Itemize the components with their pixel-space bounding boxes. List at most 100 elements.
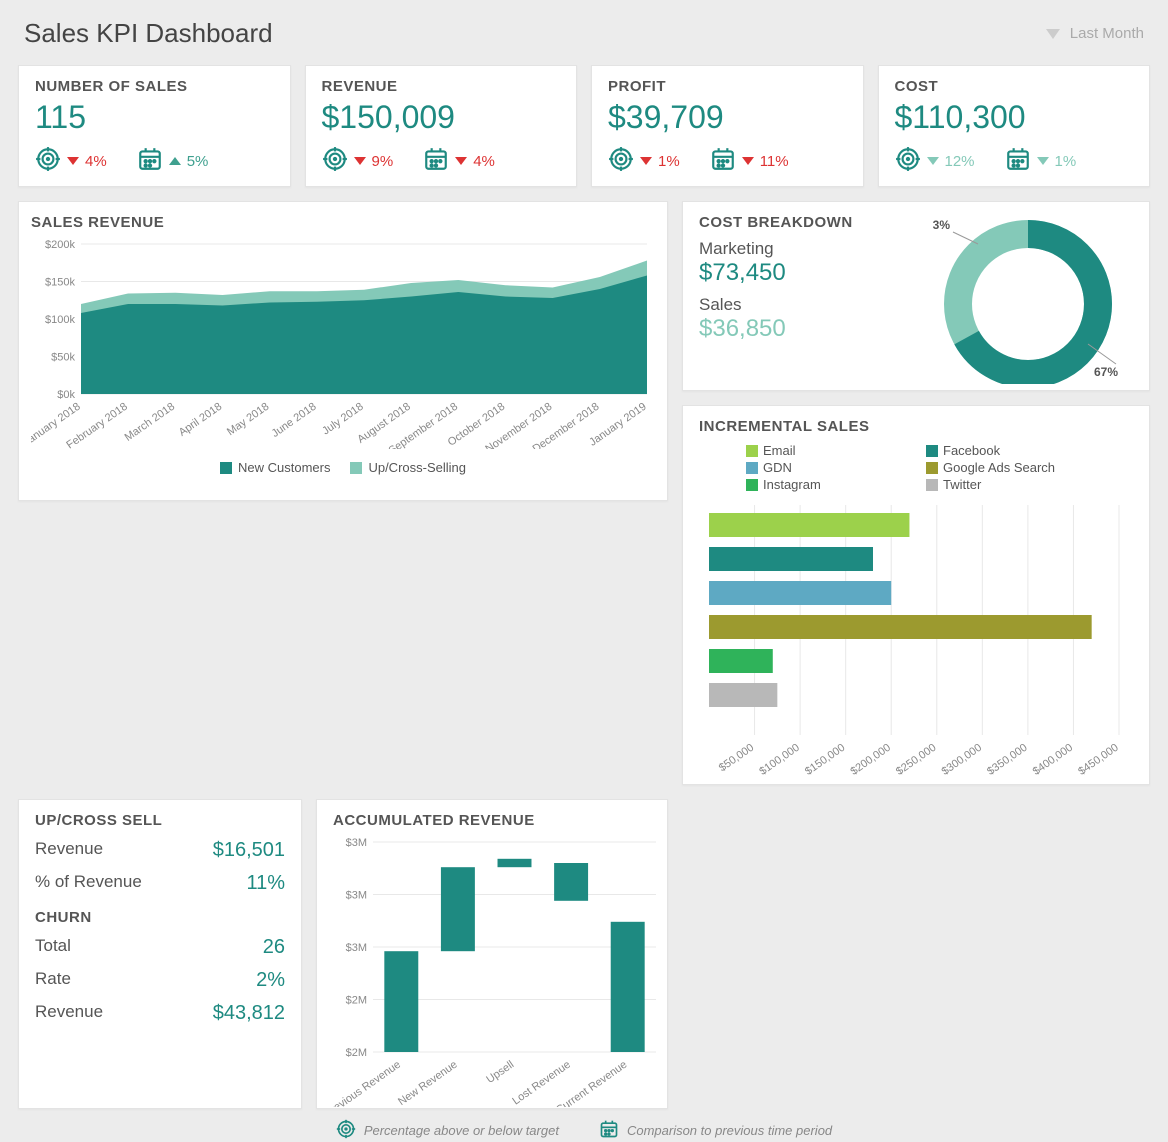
kpi-card: COST $110,300 12% 1% [878,65,1151,187]
sales-label: Sales [699,295,923,315]
accumulated-revenue-chart: $2M$2M$3M$3M$3MPrevious RevenueNew Reven… [333,837,661,1107]
calendar-icon [599,1119,619,1142]
svg-text:April 2018: April 2018 [177,401,224,439]
target-delta: 9% [322,146,394,176]
svg-text:$200,000: $200,000 [848,742,892,778]
arrow-icon [1037,157,1049,165]
kpi-value: $39,709 [608,99,847,136]
target-delta: 1% [608,146,680,176]
delta-text: 4% [473,153,495,170]
kpi-value: $110,300 [895,99,1134,136]
calendar-icon [710,146,736,176]
target-icon [895,146,921,176]
period-delta: 1% [1005,146,1077,176]
sales-revenue-chart: $0k$50k$100k$150k$200kJanuary 2018Februa… [31,239,657,449]
arrow-icon [169,157,181,165]
svg-text:33%: 33% [933,218,950,232]
kpi-value: 115 [35,99,274,136]
legend-item: GDN [746,460,906,475]
marketing-value: $73,450 [699,259,923,287]
incremental-sales-card: INCREMENTAL SALES Email Facebook GDN Google… [682,405,1150,785]
kpi-title: COST [895,78,1134,95]
sales-revenue-card: SALES REVENUE $0k$50k$100k$150k$200kJanu… [18,201,668,501]
period-selector[interactable]: Last Month [1046,25,1144,42]
target-delta: 12% [895,146,975,176]
svg-text:$50,000: $50,000 [717,742,756,775]
kpi-title: NUMBER OF SALES [35,78,274,95]
cost-breakdown-donut: 33% 67% [933,214,1133,384]
kpi-title: REVENUE [322,78,561,95]
cost-breakdown-card: COST BREAKDOWN Marketing $73,450 Sales $… [682,201,1150,391]
svg-text:New Revenue: New Revenue [396,1059,459,1107]
svg-text:$0k: $0k [57,389,75,401]
legend-item: Google Ads Search [926,460,1086,475]
svg-text:$100,000: $100,000 [757,742,801,778]
svg-text:$3M: $3M [346,890,367,902]
legend-item: Twitter [926,477,1086,492]
calendar-icon [423,146,449,176]
svg-text:$100k: $100k [45,314,75,326]
label: Revenue [35,839,103,862]
legend-item: Instagram [746,477,906,492]
label: % of Revenue [35,872,142,895]
arrow-icon [927,157,939,165]
value: 11% [246,872,285,895]
svg-text:67%: 67% [1094,365,1118,379]
incremental-sales-chart: $50,000$100,000$150,000$200,000$250,000$… [699,500,1129,790]
card-title: ACCUMULATED REVENUE [333,812,651,829]
card-title: COST BREAKDOWN [699,214,923,231]
kpi-card: NUMBER OF SALES 115 4% 5% [18,65,291,187]
svg-text:May 2018: May 2018 [225,401,271,439]
kpi-title: PROFIT [608,78,847,95]
legend-item: Email [746,443,906,458]
arrow-icon [742,157,754,165]
page-title: Sales KPI Dashboard [24,18,273,49]
calendar-icon [137,146,163,176]
target-icon [608,146,634,176]
kpi-value: $150,009 [322,99,561,136]
label: Revenue [35,1002,103,1025]
svg-text:Upsell: Upsell [484,1059,516,1086]
svg-text:$2M: $2M [346,995,367,1007]
delta-text: 9% [372,153,394,170]
label: Rate [35,969,71,992]
kpi-card: REVENUE $150,009 9% 4% [305,65,578,187]
value: 26 [263,936,285,959]
marketing-label: Marketing [699,239,923,259]
period-label: Last Month [1070,25,1144,42]
footer-period-text: Comparison to previous time period [627,1123,832,1138]
card-title: INCREMENTAL SALES [699,418,1133,435]
delta-text: 11% [760,153,789,170]
svg-text:$150k: $150k [45,277,75,289]
delta-text: 4% [85,153,107,170]
arrow-icon [67,157,79,165]
svg-text:June 2018: June 2018 [270,401,319,440]
footer-legend: Percentage above or below target Compari… [18,1119,1150,1142]
svg-text:July 2018: July 2018 [320,401,365,438]
svg-text:$350,000: $350,000 [985,742,1029,778]
value: $43,812 [213,1002,285,1025]
svg-text:$3M: $3M [346,837,367,849]
target-delta: 4% [35,146,107,176]
kpi-card: PROFIT $39,709 1% 11% [591,65,864,187]
svg-text:$3M: $3M [346,942,367,954]
target-icon [35,146,61,176]
svg-text:$400,000: $400,000 [1031,742,1075,778]
arrow-icon [354,157,366,165]
label: Total [35,936,71,959]
calendar-icon [1005,146,1031,176]
delta-text: 1% [658,153,680,170]
svg-text:March 2018: March 2018 [123,401,177,444]
chevron-down-icon [1046,29,1060,39]
arrow-icon [455,157,467,165]
legend-item: New Customers [220,460,330,475]
legend-item: Up/Cross-Selling [350,460,466,475]
svg-text:$250,000: $250,000 [894,742,938,778]
delta-text: 1% [1055,153,1077,170]
svg-text:Previous Revenue: Previous Revenue [333,1059,403,1107]
arrow-icon [640,157,652,165]
card-title: UP/CROSS SELL [35,812,285,829]
card-title: SALES REVENUE [31,214,655,231]
legend-item: Facebook [926,443,1086,458]
svg-text:$300,000: $300,000 [940,742,984,778]
